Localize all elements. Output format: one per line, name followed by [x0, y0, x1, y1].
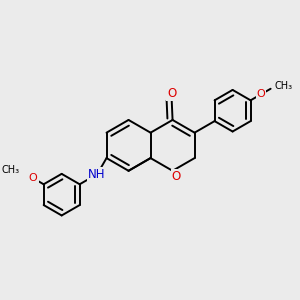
Text: CH₃: CH₃ — [2, 165, 20, 176]
Text: NH: NH — [88, 168, 105, 181]
Text: O: O — [256, 89, 266, 99]
Text: CH₃: CH₃ — [274, 82, 293, 92]
Text: O: O — [172, 170, 181, 183]
Text: O: O — [167, 87, 176, 100]
Text: O: O — [29, 173, 38, 183]
